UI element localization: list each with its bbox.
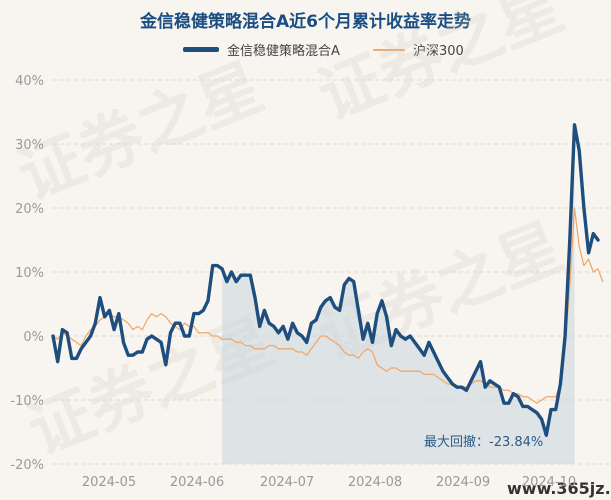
x-tick-label: 2024-08 [348,475,402,490]
drawdown-fill [222,124,575,465]
legend-label-benchmark: 沪深300 [413,44,464,59]
y-tick-label: 20% [15,202,44,217]
x-tick-label: 2024-10 [522,475,576,490]
drawdown-area [222,124,575,465]
watermark-text: 证券之星 [308,0,573,135]
y-tick-label: 30% [15,138,44,153]
axes: -20% -10% 0% 10% 20% 30% 40% 2024-05 2024-06 2024… [10,74,576,490]
y-tick-label: 0% [23,330,44,345]
max-drawdown-label: 最大回撤：-23.84% [424,434,543,450]
legend: 金信稳健策略混合A 沪深300 [0,40,611,62]
series-line-benchmark [52,207,604,404]
series-line-fund [51,123,600,437]
site-watermark: www.365jz.com [507,479,611,498]
chart-title: 金信稳健策略混合A近6个月累计收益率走势 [140,12,471,32]
y-tick-label: -20% [10,458,44,473]
legend-swatch-fund [183,47,219,52]
annotations: 最大回撤：-23.84% [424,434,543,450]
x-tick-label: 2024-05 [82,475,136,490]
series-lines [51,123,604,437]
watermark-text: 证券之星 [8,50,273,215]
legend-label-fund: 金信稳健策略混合A [227,44,340,59]
legend-item-fund[interactable]: 金信稳健策略混合A [183,40,340,59]
x-tick-label: 2024-07 [260,475,314,490]
y-tick-label: 40% [15,74,44,89]
legend-swatch-benchmark [373,48,405,51]
x-tick-label: 2024-06 [170,475,224,490]
x-tick-label: 2024-09 [436,475,490,490]
y-tick-label: 10% [15,266,44,281]
y-tick-label: -10% [10,394,44,409]
legend-item-benchmark[interactable]: 沪深300 [373,40,464,59]
